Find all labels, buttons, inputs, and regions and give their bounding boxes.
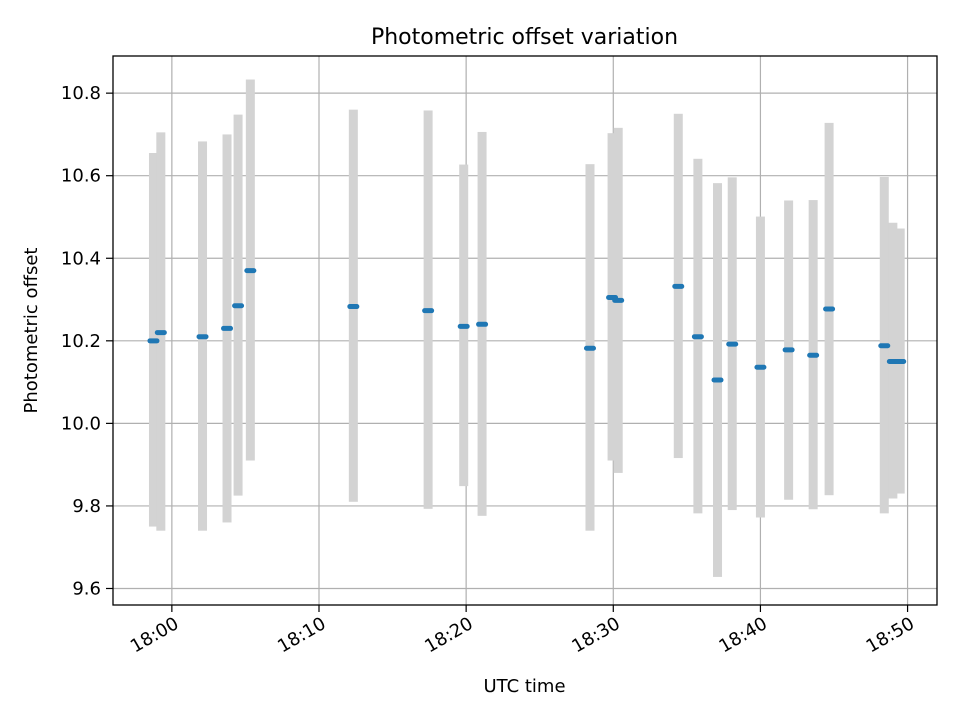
- data-point: [807, 352, 820, 358]
- y-axis-label: Photometric offset: [21, 248, 42, 414]
- data-point: [726, 341, 739, 347]
- data-point: [457, 323, 470, 329]
- data-point: [221, 325, 234, 331]
- y-tick-label: 10.8: [61, 83, 101, 104]
- data-point: [196, 334, 209, 340]
- data-point: [691, 334, 704, 340]
- data-point: [711, 377, 724, 383]
- data-point: [476, 321, 489, 327]
- data-point: [894, 358, 907, 364]
- y-tick-label: 10.4: [61, 248, 101, 269]
- y-tick-label: 10.0: [61, 413, 101, 434]
- data-point: [583, 345, 596, 351]
- plot-frame: [112, 55, 938, 606]
- data-points: [147, 268, 907, 383]
- x-axis-label: UTC time: [483, 676, 565, 697]
- y-tick-label: 10.6: [61, 166, 101, 187]
- data-point: [347, 304, 360, 310]
- y-tick-label: 10.2: [61, 331, 101, 352]
- chart-title: Photometric offset variation: [371, 25, 678, 50]
- data-point: [672, 283, 685, 289]
- data-point: [612, 297, 625, 303]
- y-tick-label: 9.6: [72, 578, 101, 599]
- data-point: [244, 268, 257, 274]
- y-axis-ticks: 9.6 9.8 10.0 10.2 10.4 10.6 10.8: [61, 83, 113, 599]
- data-point: [147, 338, 160, 344]
- data-point: [232, 303, 245, 309]
- data-point: [823, 306, 836, 312]
- data-point: [782, 347, 795, 353]
- data-point: [878, 343, 891, 349]
- data-point: [754, 364, 767, 370]
- data-point: [154, 330, 167, 336]
- data-point: [422, 308, 435, 314]
- y-tick-label: 9.8: [72, 496, 101, 517]
